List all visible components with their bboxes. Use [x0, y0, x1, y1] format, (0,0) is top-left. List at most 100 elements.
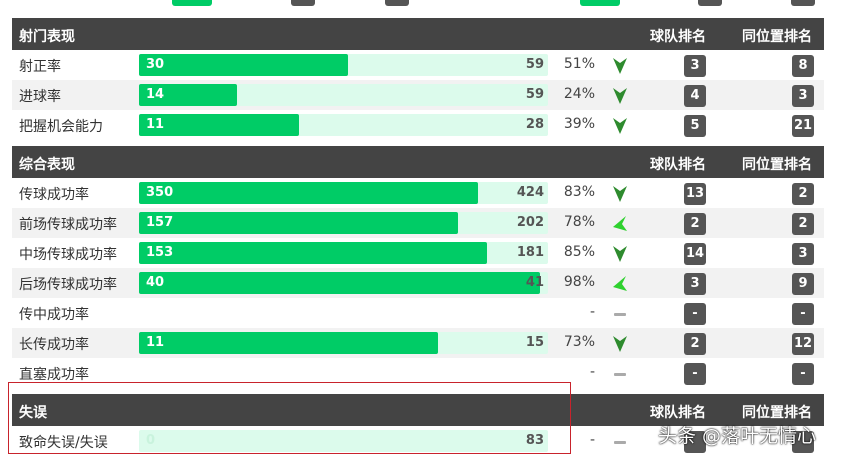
stat-value: 14	[146, 87, 165, 102]
trend-down-left-icon	[612, 215, 628, 233]
stat-percent: 39%	[563, 116, 595, 132]
stat-value: 40	[146, 275, 165, 290]
stat-bar: 157 202	[139, 212, 548, 234]
stat-percent: 24%	[563, 86, 595, 102]
stat-total: 202	[516, 215, 544, 230]
section-header: 射门表现 球队排名 同位置排名	[12, 18, 824, 50]
position-rank-badge: 3	[792, 243, 814, 265]
stat-label: 传中成功率	[19, 307, 89, 323]
team-rank-badge: 14	[684, 243, 707, 265]
stat-bar: 11 15	[139, 332, 548, 354]
position-rank-badge	[792, 431, 814, 453]
stat-percent: 98%	[563, 274, 595, 290]
section-title: 射门表现	[19, 29, 75, 45]
stat-label: 中场传球成功率	[19, 247, 117, 263]
stat-row: 后场传球成功率 40 41 98% 3 9	[12, 268, 824, 298]
trend-down-icon	[612, 185, 628, 203]
position-rank-badge: 3	[792, 85, 814, 107]
stat-row: 致命失误/失误 0 83 -	[12, 426, 824, 456]
stat-row: 中场传球成功率 153 181 85% 14 3	[12, 238, 824, 268]
team-rank-badge: -	[684, 363, 706, 385]
stat-label: 致命失误/失误	[19, 435, 108, 451]
stat-bar-fill	[139, 54, 348, 76]
stat-bar-fill	[139, 212, 459, 234]
stat-bar: 0 83	[139, 430, 548, 452]
section-title: 失误	[19, 405, 47, 421]
stat-label: 前场传球成功率	[19, 217, 117, 233]
stat-row: 长传成功率 11 15 73% 2 12	[12, 328, 824, 358]
position-rank-badge: 8	[792, 55, 814, 77]
team-rank-badge: 3	[684, 273, 706, 295]
section-header: 综合表现 球队排名 同位置排名	[12, 146, 824, 178]
trend-down-icon	[612, 335, 628, 353]
position-rank-header: 同位置排名	[742, 157, 812, 173]
trend-down-icon	[612, 87, 628, 105]
trend-down-icon	[612, 57, 628, 75]
position-rank-badge: -	[792, 363, 814, 385]
trend-down-icon	[612, 117, 628, 135]
stat-row: 进球率 14 59 24% 4 3	[12, 80, 824, 110]
position-rank-badge: 21	[792, 115, 815, 137]
team-rank-header: 球队排名	[650, 405, 706, 421]
stat-percent: -	[589, 432, 595, 448]
stat-total: 181	[516, 245, 544, 260]
stat-value: 30	[146, 57, 165, 72]
section-1: 综合表现 球队排名 同位置排名 传球成功率 350 424 83% 13 2 前场…	[12, 146, 824, 388]
position-rank-header: 同位置排名	[742, 29, 812, 45]
stat-label: 传球成功率	[19, 187, 89, 203]
section-2: 失误 球队排名 同位置排名 致命失误/失误 0 83 -	[12, 394, 824, 456]
stat-value: 157	[146, 215, 174, 230]
stat-value: 11	[146, 117, 165, 132]
stat-percent: 83%	[563, 184, 595, 200]
stat-total: 59	[525, 57, 544, 72]
stat-row: 前场传球成功率 157 202 78% 2 2	[12, 208, 824, 238]
stat-total: 28	[525, 117, 544, 132]
position-rank-badge: -	[792, 303, 814, 325]
stat-bar-fill	[139, 332, 438, 354]
stat-label: 长传成功率	[19, 337, 89, 353]
stat-value: 153	[146, 245, 174, 260]
stat-bar: 30 59	[139, 54, 548, 76]
position-rank-header: 同位置排名	[742, 405, 812, 421]
stat-bar: 153 181	[139, 242, 548, 264]
stat-total: 41	[525, 275, 544, 290]
stat-total: 424	[516, 185, 544, 200]
team-rank-header: 球队排名	[650, 157, 706, 173]
team-rank-badge: 4	[684, 85, 706, 107]
stat-label: 进球率	[19, 89, 61, 105]
stat-value: 11	[146, 335, 165, 350]
trend-down-left-icon	[612, 275, 628, 293]
team-rank-badge: -	[684, 303, 706, 325]
stat-total: 59	[525, 87, 544, 102]
team-rank-badge: 3	[684, 55, 706, 77]
team-rank-badge	[684, 431, 706, 453]
team-rank-badge: 5	[684, 115, 706, 137]
stat-row: 直塞成功率 - - -	[12, 358, 824, 388]
stat-percent: 73%	[563, 334, 595, 350]
stat-bar: 11 28	[139, 114, 548, 136]
stat-value: 0	[146, 433, 156, 448]
stat-row: 射正率 30 59 51% 3 8	[12, 50, 824, 80]
stat-label: 直塞成功率	[19, 367, 89, 383]
trend-flat-icon	[612, 433, 628, 451]
highlight-box	[8, 382, 571, 454]
trend-flat-icon	[612, 365, 628, 383]
section-title: 综合表现	[19, 157, 75, 173]
stat-bar-fill	[139, 242, 487, 264]
position-rank-badge: 2	[792, 183, 814, 205]
section-0: 射门表现 球队排名 同位置排名 射正率 30 59 51% 3 8 进球率 14 …	[12, 18, 824, 140]
team-rank-badge: 13	[684, 183, 707, 205]
stat-label: 射正率	[19, 59, 61, 75]
stat-bar-fill	[139, 114, 299, 136]
stat-label: 后场传球成功率	[19, 277, 117, 293]
stat-percent: 85%	[563, 244, 595, 260]
stat-percent: -	[589, 304, 595, 320]
stat-percent: 51%	[563, 56, 595, 72]
team-rank-badge: 2	[684, 333, 706, 355]
team-rank-header: 球队排名	[650, 29, 706, 45]
stat-total: 83	[525, 433, 544, 448]
team-rank-badge: 2	[684, 213, 706, 235]
section-header: 失误 球队排名 同位置排名	[12, 394, 824, 426]
stat-row: 传球成功率 350 424 83% 13 2	[12, 178, 824, 208]
stat-label: 把握机会能力	[19, 119, 103, 135]
